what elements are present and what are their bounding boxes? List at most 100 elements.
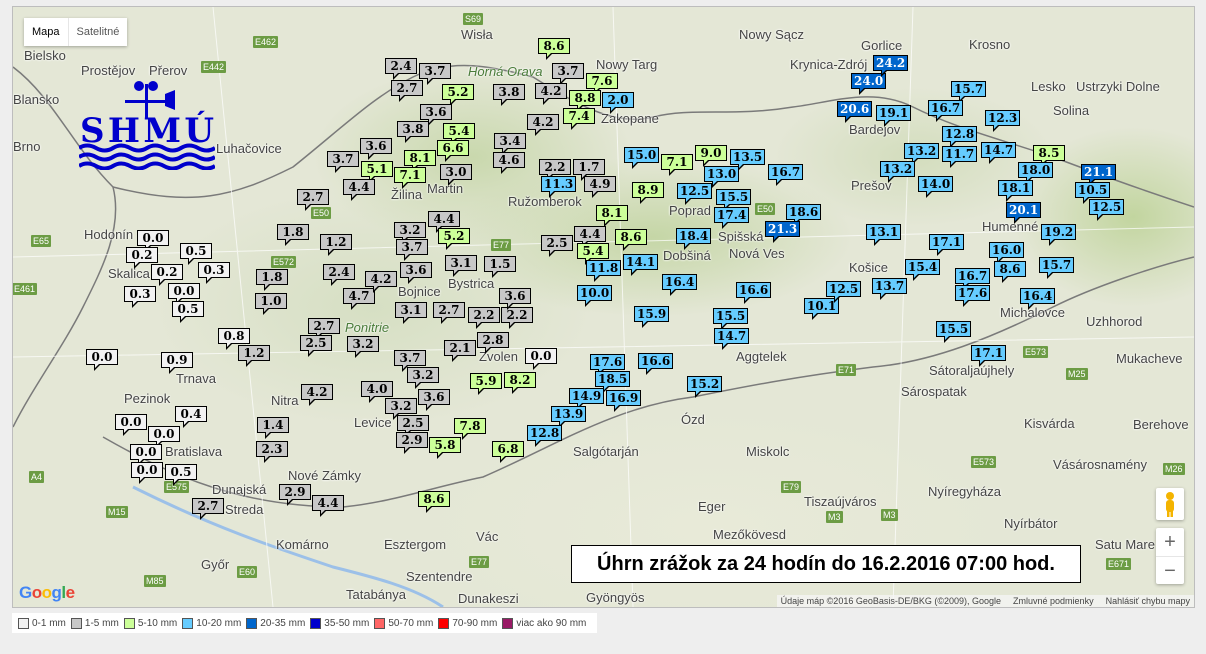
station-marker[interactable]: 4.2: [527, 114, 559, 136]
station-marker[interactable]: 19.1: [876, 105, 912, 127]
station-marker[interactable]: 15.4: [905, 259, 941, 281]
station-marker[interactable]: 24.2: [873, 55, 909, 77]
station-marker[interactable]: 5.9: [470, 373, 502, 395]
station-marker[interactable]: 2.2: [539, 159, 571, 181]
station-marker[interactable]: 4.2: [365, 271, 397, 293]
station-marker[interactable]: 3.7: [394, 350, 426, 372]
station-marker[interactable]: 16.9: [606, 390, 642, 412]
station-marker[interactable]: 4.2: [535, 83, 567, 105]
station-marker[interactable]: 7.4: [563, 108, 595, 130]
station-marker[interactable]: 15.5: [936, 321, 972, 343]
street-view-pegman[interactable]: [1156, 488, 1184, 520]
station-marker[interactable]: 2.5: [397, 415, 429, 437]
station-marker[interactable]: 14.7: [981, 142, 1017, 164]
zoom-in-button[interactable]: +: [1164, 531, 1176, 553]
station-marker[interactable]: 0.5: [172, 301, 204, 323]
station-marker[interactable]: 0.0: [115, 414, 147, 436]
station-marker[interactable]: 5.2: [442, 84, 474, 106]
terms-link[interactable]: Zmluvné podmienky: [1013, 596, 1094, 606]
station-marker[interactable]: 1.2: [320, 234, 352, 256]
station-marker[interactable]: 2.7: [297, 189, 329, 211]
station-marker[interactable]: 1.4: [257, 417, 289, 439]
station-marker[interactable]: 12.8: [942, 126, 978, 148]
station-marker[interactable]: 3.1: [395, 302, 427, 324]
station-marker[interactable]: 0.5: [165, 464, 197, 486]
station-marker[interactable]: 24.0: [851, 73, 887, 95]
station-marker[interactable]: 12.5: [826, 281, 862, 303]
station-marker[interactable]: 15.5: [713, 308, 749, 330]
station-marker[interactable]: 15.2: [687, 376, 723, 398]
report-error-link[interactable]: Nahlásiť chybu mapy: [1105, 596, 1190, 606]
station-marker[interactable]: 1.0: [255, 293, 287, 315]
station-marker[interactable]: 4.9: [584, 176, 616, 198]
station-marker[interactable]: 7.1: [661, 154, 693, 176]
station-marker[interactable]: 3.7: [419, 63, 451, 85]
station-marker[interactable]: 12.3: [985, 110, 1021, 132]
station-marker[interactable]: 16.4: [662, 274, 698, 296]
station-marker[interactable]: 16.0: [989, 242, 1025, 264]
station-marker[interactable]: 8.9: [632, 182, 664, 204]
station-marker[interactable]: 3.8: [397, 121, 429, 143]
station-marker[interactable]: 3.6: [499, 288, 531, 310]
station-marker[interactable]: 14.1: [623, 254, 659, 276]
station-marker[interactable]: 8.6: [615, 229, 647, 251]
zoom-out-button[interactable]: −: [1156, 556, 1184, 585]
station-marker[interactable]: 2.9: [396, 432, 428, 454]
station-marker[interactable]: 13.2: [904, 143, 940, 165]
precipitation-map[interactable]: E462 E442 E50 E65 E572 E77 E461 E50 E575 M15 E60 M8…: [12, 6, 1195, 608]
station-marker[interactable]: 3.8: [493, 84, 525, 106]
station-marker[interactable]: 12.8: [527, 425, 563, 447]
station-marker[interactable]: 8.6: [994, 261, 1026, 283]
station-marker[interactable]: 10.0: [577, 285, 613, 307]
station-marker[interactable]: 3.2: [385, 398, 417, 420]
station-marker[interactable]: 17.1: [971, 345, 1007, 367]
station-marker[interactable]: 11.7: [942, 146, 978, 168]
station-marker[interactable]: 0.3: [198, 262, 230, 284]
station-marker[interactable]: 0.0: [86, 349, 118, 371]
station-marker[interactable]: 4.4: [312, 495, 344, 517]
station-marker[interactable]: 7.8: [454, 418, 486, 440]
station-marker[interactable]: 3.2: [347, 336, 379, 358]
station-marker[interactable]: 0.0: [168, 283, 200, 305]
station-marker[interactable]: 8.8: [569, 90, 601, 112]
station-marker[interactable]: 8.6: [538, 38, 570, 60]
map-type-map-button[interactable]: Mapa: [32, 26, 60, 38]
station-marker[interactable]: 16.7: [955, 268, 991, 290]
station-marker[interactable]: 5.2: [438, 228, 470, 250]
station-marker[interactable]: 1.2: [238, 345, 270, 367]
station-marker[interactable]: 0.0: [148, 426, 180, 448]
station-marker[interactable]: 13.5: [730, 149, 766, 171]
station-marker[interactable]: 21.1: [1081, 164, 1117, 186]
station-marker[interactable]: 20.6: [837, 101, 873, 123]
map-type-satellite-button[interactable]: Satelitné: [67, 18, 128, 46]
station-marker[interactable]: 0.0: [131, 462, 163, 484]
station-marker[interactable]: 2.7: [192, 498, 224, 520]
station-marker[interactable]: 0.5: [180, 243, 212, 265]
station-marker[interactable]: 3.6: [418, 389, 450, 411]
station-marker[interactable]: 14.0: [918, 176, 954, 198]
station-marker[interactable]: 21.3: [765, 221, 801, 243]
station-marker[interactable]: 2.9: [279, 484, 311, 506]
station-marker[interactable]: 15.0: [624, 147, 660, 169]
station-marker[interactable]: 2.2: [501, 307, 533, 329]
station-marker[interactable]: 5.4: [577, 243, 609, 265]
station-marker[interactable]: 0.8: [218, 328, 250, 350]
station-marker[interactable]: 0.9: [161, 352, 193, 374]
station-marker[interactable]: 3.2: [394, 222, 426, 244]
station-marker[interactable]: 1.8: [277, 224, 309, 246]
station-marker[interactable]: 3.7: [552, 63, 584, 85]
station-marker[interactable]: 3.2: [407, 367, 439, 389]
station-marker[interactable]: 8.1: [596, 205, 628, 227]
station-marker[interactable]: 0.2: [126, 247, 158, 269]
station-marker[interactable]: 3.6: [360, 138, 392, 160]
station-marker[interactable]: 15.9: [634, 306, 670, 328]
station-marker[interactable]: 6.6: [437, 140, 469, 162]
station-marker[interactable]: 1.7: [573, 159, 605, 181]
station-marker[interactable]: 17.4: [714, 207, 750, 229]
google-logo[interactable]: Google: [19, 583, 75, 602]
station-marker[interactable]: 13.9: [551, 406, 587, 428]
station-marker[interactable]: 10.5: [1075, 182, 1111, 204]
station-marker[interactable]: 15.5: [716, 189, 752, 211]
station-marker[interactable]: 18.1: [998, 180, 1034, 202]
station-marker[interactable]: 16.6: [736, 282, 772, 304]
